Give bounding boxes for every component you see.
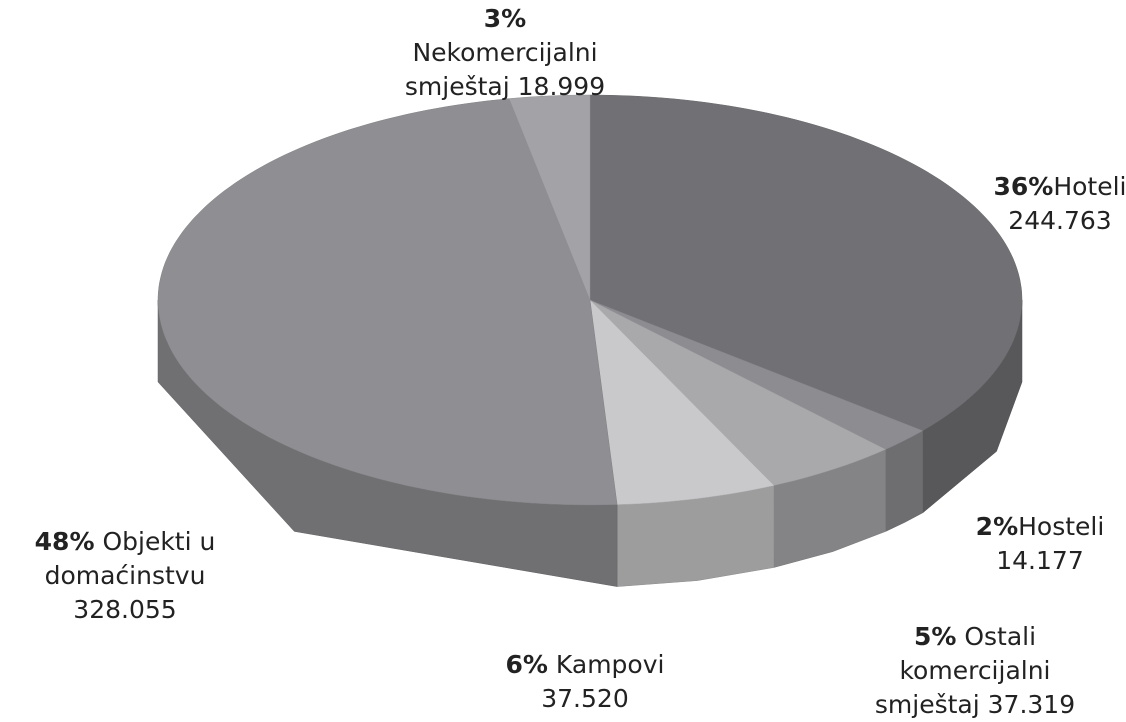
category-label: Hoteli xyxy=(1053,172,1126,201)
percent-label: 36% xyxy=(993,172,1054,201)
slice xyxy=(589,299,924,450)
percent-label: 48% xyxy=(34,527,95,556)
slice xyxy=(589,94,1023,431)
percent-label: 6% xyxy=(505,650,548,679)
count-label: 37.520 xyxy=(541,684,629,713)
slice-label: 48% Objekti u domaćinstvu 328.055 xyxy=(0,525,250,627)
slice xyxy=(589,299,775,505)
percent-label: 5% xyxy=(913,622,957,651)
slice-label: 6% Kampovi 37.520 xyxy=(440,648,730,716)
category-label: Hosteli xyxy=(1018,512,1105,541)
percent-label: 2% xyxy=(975,512,1019,541)
slice-label: 5% Ostali komercijalni smještaj 37.319 xyxy=(855,620,1095,722)
count-label: 37.319 xyxy=(987,690,1076,719)
count-label: 244.763 xyxy=(1008,206,1112,235)
count-label: 328.055 xyxy=(73,595,177,624)
slice-label: 3% Nekomercijalni smještaj 18.999 xyxy=(370,2,640,104)
slice-label: 2%Hosteli 14.177 xyxy=(930,510,1126,578)
category-label: Nekomercijalni smještaj xyxy=(404,38,598,101)
percent-label: 3% xyxy=(483,4,527,33)
count-label: 18.999 xyxy=(517,72,606,101)
slice xyxy=(589,299,887,486)
category-label: Kampovi xyxy=(555,650,665,679)
slice-label: 36%Hoteli 244.763 xyxy=(940,170,1126,238)
category-label: Ostali komercijalni smještaj xyxy=(874,622,1051,719)
count-label: 14.177 xyxy=(996,546,1084,575)
category-label: Objekti u domaćinstvu xyxy=(44,527,216,590)
slice xyxy=(508,94,591,301)
slice xyxy=(157,98,618,506)
